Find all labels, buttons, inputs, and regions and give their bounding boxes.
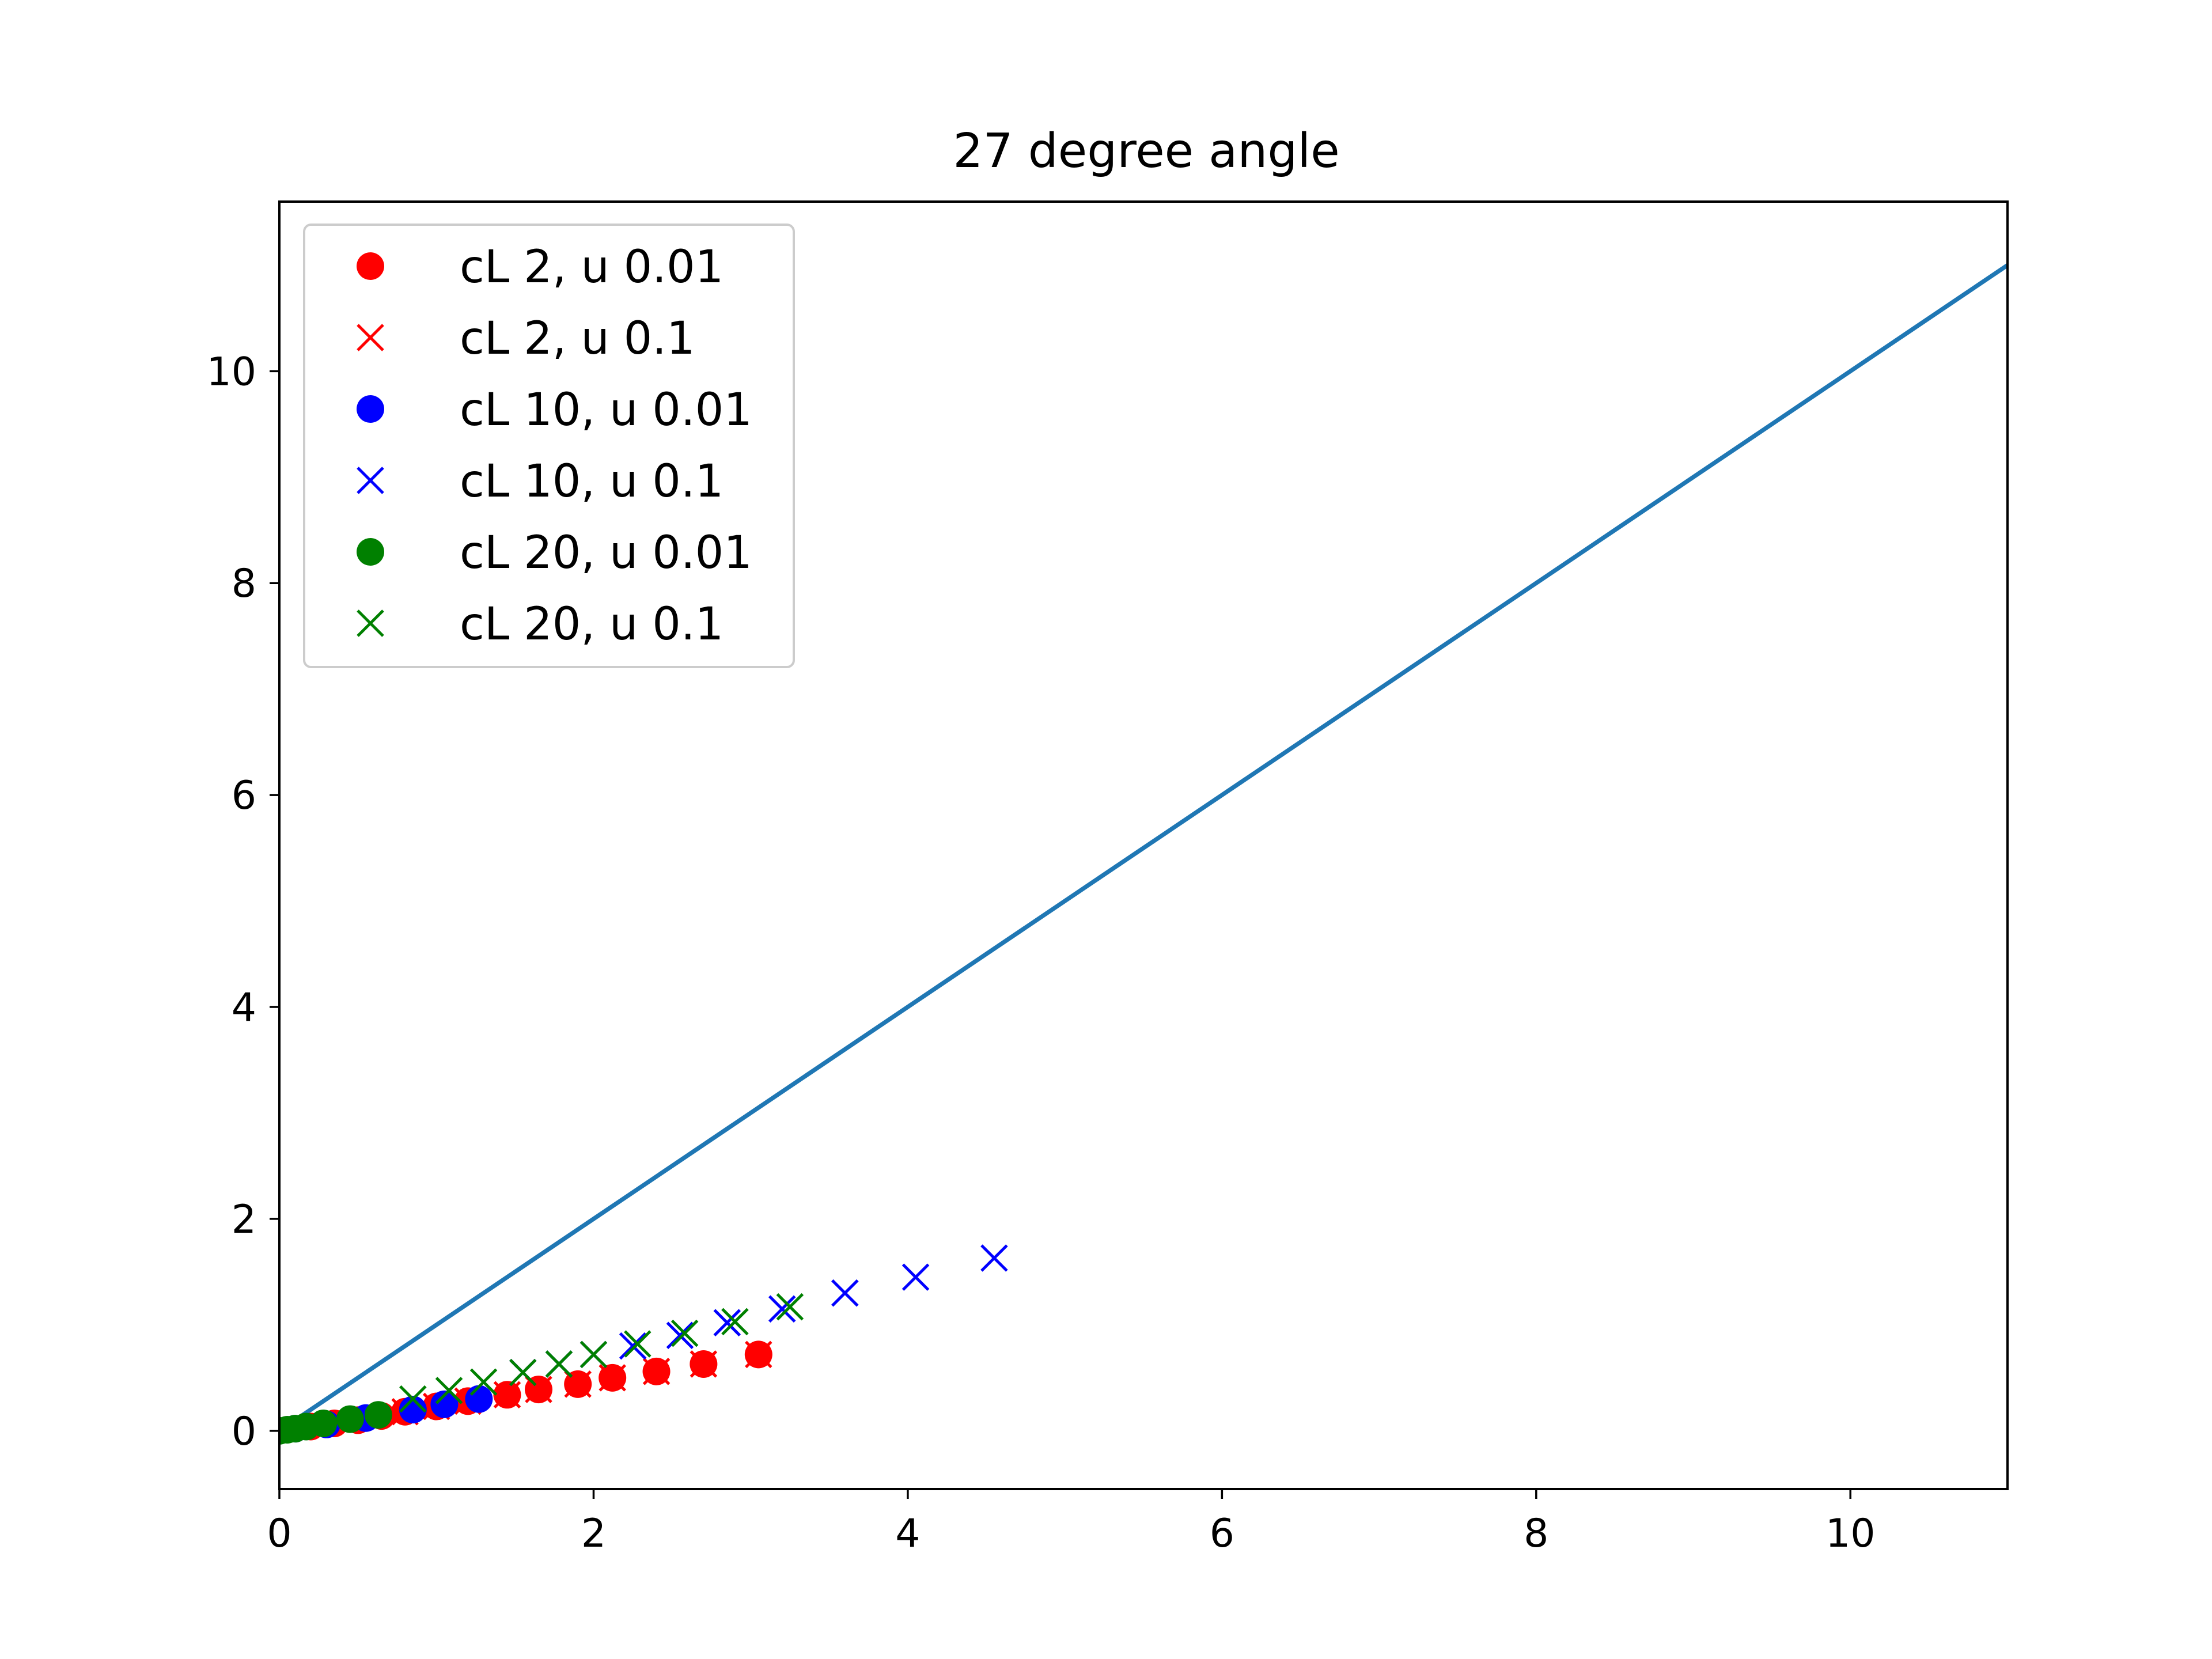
legend-entry: cL 10, u 0.1 — [357, 456, 724, 507]
data-point — [399, 1396, 427, 1424]
data-point — [768, 1295, 796, 1323]
x-tick-label: 2 — [581, 1511, 606, 1556]
data-point-stroke-b — [435, 1377, 463, 1404]
legend-label: cL 20, u 0.1 — [460, 599, 724, 650]
y-tick-label: 2 — [232, 1197, 256, 1243]
data-point-stroke-b — [690, 1350, 718, 1378]
legend-marker — [357, 395, 384, 423]
legend-label: cL 10, u 0.1 — [460, 456, 724, 507]
data-point-stroke-b — [831, 1279, 859, 1307]
data-point-stroke-b — [721, 1308, 749, 1336]
legend-marker — [357, 538, 384, 566]
data-point — [776, 1293, 804, 1321]
legend-marker — [357, 324, 384, 351]
series-5 — [279, 1401, 392, 1445]
data-point — [690, 1350, 718, 1378]
x-tick-label: 8 — [1524, 1511, 1548, 1556]
data-point — [465, 1385, 493, 1413]
data-point — [642, 1358, 671, 1385]
axes-frame — [278, 200, 2009, 1490]
data-point-stroke-b — [776, 1293, 804, 1321]
data-point — [619, 1332, 647, 1360]
reference-line — [279, 262, 2008, 1434]
data-point-stroke-b — [980, 1244, 1008, 1272]
y-tick-label: 6 — [232, 773, 256, 819]
legend-entry: cL 10, u 0.01 — [357, 384, 752, 436]
data-point-stroke-b — [619, 1332, 647, 1360]
data-point-stroke-b — [509, 1358, 537, 1387]
data-point-stroke-b — [525, 1376, 552, 1403]
legend-entry: cL 2, u 0.1 — [357, 313, 695, 365]
data-point — [364, 1401, 392, 1429]
data-point-stroke-b — [564, 1370, 592, 1398]
x-tick-label: 6 — [1210, 1511, 1234, 1556]
y-tick-label: 0 — [232, 1409, 256, 1455]
legend-marker-stroke-b — [357, 467, 384, 494]
data-point-stroke-b — [666, 1321, 694, 1350]
data-point-stroke-b — [624, 1330, 652, 1358]
data-point — [745, 1340, 772, 1369]
data-point — [469, 1368, 498, 1396]
data-point — [599, 1364, 626, 1392]
data-point-stroke-b — [469, 1368, 498, 1396]
legend-entry: cL 2, u 0.01 — [357, 241, 724, 293]
y-tick-label: 10 — [206, 349, 256, 395]
data-point-stroke-b — [745, 1340, 772, 1369]
data-point-stroke-b — [545, 1350, 573, 1378]
data-point — [624, 1330, 652, 1358]
x-tick-label: 0 — [267, 1511, 291, 1556]
data-point — [721, 1308, 749, 1336]
data-point — [493, 1381, 521, 1409]
legend-label: cL 20, u 0.01 — [460, 527, 752, 579]
data-point — [713, 1309, 741, 1336]
chart-title: 27 degree angle — [953, 124, 1339, 179]
legend-label: cL 2, u 0.1 — [460, 313, 695, 365]
legend-marker-stroke-b — [357, 324, 384, 351]
legend-marker-stroke-b — [357, 609, 384, 637]
data-point-stroke-b — [902, 1263, 930, 1291]
data-point-stroke-b — [493, 1381, 521, 1409]
data-point-stroke-b — [399, 1385, 427, 1413]
data-point — [336, 1405, 364, 1433]
legend: cL 2, u 0.01 cL 2, u 0.1 cL 10, u 0.01 cL 1… — [303, 224, 795, 668]
legend-marker — [357, 252, 384, 280]
data-point — [831, 1279, 859, 1307]
data-point-stroke-b — [713, 1309, 741, 1336]
data-point — [671, 1319, 699, 1347]
y-tick-label: 4 — [232, 985, 256, 1031]
legend-entry: cL 20, u 0.01 — [357, 527, 752, 579]
data-point-stroke-b — [579, 1340, 608, 1369]
x-tick-label: 4 — [895, 1511, 920, 1556]
data-point-stroke-b — [768, 1295, 796, 1323]
data-point — [902, 1263, 930, 1291]
data-point — [430, 1390, 459, 1418]
plot-area: 0 2 4 6 8 10 0 2 4 6 8 10 — [206, 200, 2009, 1556]
series-6 — [399, 1293, 804, 1413]
data-point — [509, 1358, 537, 1387]
data-point — [309, 1409, 338, 1437]
data-point — [545, 1350, 573, 1378]
legend-entry: cL 20, u 0.1 — [357, 599, 724, 650]
x-tick-label: 10 — [1825, 1511, 1876, 1556]
data-point-stroke-b — [642, 1358, 671, 1385]
data-point-stroke-b — [671, 1319, 699, 1347]
data-point — [435, 1377, 463, 1404]
y-tick-label: 8 — [232, 561, 256, 607]
data-point — [666, 1321, 694, 1350]
legend-marker — [357, 609, 384, 637]
legend-label: cL 10, u 0.01 — [460, 384, 752, 436]
data-point — [579, 1340, 608, 1369]
legend-box — [303, 224, 795, 668]
data-point-stroke-b — [599, 1364, 626, 1392]
plot-content — [279, 262, 2008, 1445]
data-point — [980, 1244, 1008, 1272]
legend-label: cL 2, u 0.01 — [460, 241, 724, 293]
legend-marker — [357, 467, 384, 494]
data-point — [399, 1385, 427, 1413]
